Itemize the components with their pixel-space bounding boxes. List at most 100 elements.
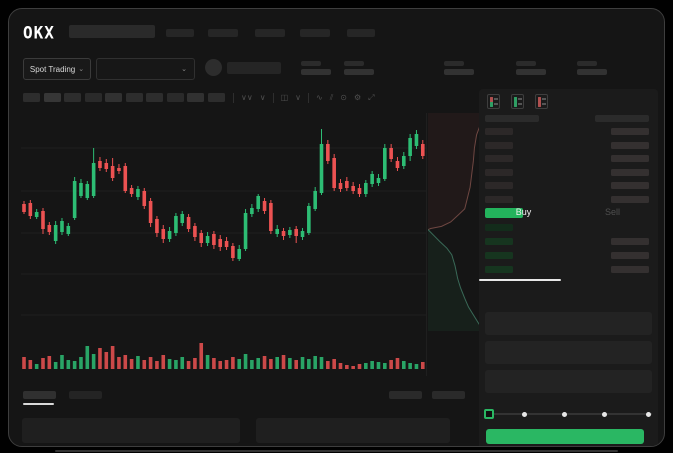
book-price-skeleton	[485, 128, 513, 135]
slider-stop[interactable]	[645, 411, 651, 417]
book-size-skeleton	[611, 168, 649, 176]
toolbar-divider	[308, 92, 309, 103]
book-price-skeleton	[485, 208, 523, 218]
toolbar-chip[interactable]	[23, 93, 40, 102]
slider-stop[interactable]	[561, 411, 567, 417]
book-price-skeleton	[485, 252, 513, 259]
nav-item-skeleton[interactable]	[208, 29, 238, 37]
orders-panel-skeleton	[22, 418, 240, 443]
total-input-skeleton[interactable]	[485, 370, 652, 393]
market-type-selector[interactable]: Spot Trading ⌄	[23, 58, 91, 80]
tab-sell[interactable]: Sell	[604, 207, 620, 217]
tab-buy[interactable]: Buy	[515, 207, 532, 217]
book-size-skeleton	[611, 155, 649, 162]
orderbook-ask-row[interactable]	[479, 195, 658, 208]
device-base	[55, 450, 618, 452]
book-price-skeleton	[485, 155, 513, 162]
nav-item-skeleton[interactable]	[347, 29, 375, 37]
app-window: OKX Spot Trading ⌄ ⌄	[8, 8, 665, 447]
orderbook-ask-row[interactable]	[479, 141, 658, 154]
book-size-skeleton	[611, 266, 649, 273]
book-price-skeleton	[485, 168, 513, 176]
bottom-action-skeleton[interactable]	[389, 391, 422, 399]
candlestick-chart[interactable]	[21, 113, 427, 376]
candle-style-chevron-icon[interactable]: ∨	[295, 93, 301, 102]
book-col-header-skeleton	[485, 115, 539, 122]
toolbar-chip[interactable]	[207, 93, 225, 102]
settings-icon[interactable]: ⚙	[353, 93, 362, 102]
pair-name-skeleton	[227, 62, 281, 74]
pair-avatar	[205, 59, 222, 76]
book-price-skeleton	[485, 238, 513, 245]
nav-item-skeleton[interactable]	[300, 29, 330, 37]
toolbar-chip[interactable]	[166, 93, 184, 102]
nav-item-skeleton[interactable]	[255, 29, 285, 37]
right-panel: Buy Sell	[479, 89, 658, 446]
orderbook-bid-row[interactable]	[479, 224, 658, 236]
book-size-skeleton	[611, 238, 649, 245]
stat-value-skeleton	[516, 69, 546, 75]
orderbook-ask-row[interactable]	[479, 128, 658, 140]
buy-submit-button[interactable]	[486, 429, 644, 444]
book-size-skeleton	[611, 195, 649, 203]
camera-icon[interactable]: ⊙	[340, 93, 347, 102]
toolbar-chip[interactable]	[43, 93, 61, 102]
orderbook-last-price-row[interactable]	[479, 208, 658, 220]
toolbar-chip[interactable]	[64, 93, 81, 102]
toolbar-chip[interactable]	[105, 93, 122, 102]
pair-selector[interactable]: ⌄	[96, 58, 195, 80]
okx-logo[interactable]: OKX	[23, 22, 55, 43]
interval-chevrons-icon[interactable]: ∨∨	[241, 93, 253, 102]
orderbook-ask-row[interactable]	[479, 182, 658, 194]
book-price-skeleton	[485, 182, 513, 189]
fullscreen-icon[interactable]: ⤢	[368, 92, 375, 102]
stat-label-skeleton	[301, 61, 321, 66]
orderbook-bid-row[interactable]	[479, 238, 658, 250]
amount-slider[interactable]	[479, 406, 658, 422]
line-tool-icon[interactable]: ∿	[316, 93, 323, 102]
book-both-view-icon[interactable]	[487, 94, 500, 109]
book-price-skeleton	[485, 195, 513, 203]
candle-style-icon[interactable]: ◫	[280, 93, 289, 102]
orderbook-bid-row[interactable]	[479, 252, 658, 264]
depth-chart-canvas	[428, 113, 482, 331]
nav-item-skeleton[interactable]	[166, 29, 194, 37]
toolbar-chip[interactable]	[125, 93, 143, 102]
orderbook-ask-row[interactable]	[479, 168, 658, 181]
book-price-skeleton	[485, 266, 513, 273]
price-input-skeleton[interactable]	[485, 312, 652, 335]
book-bids-view-icon[interactable]	[511, 94, 524, 109]
interval-dropdown-icon[interactable]: ∨	[259, 93, 266, 102]
stat-label-skeleton	[516, 61, 536, 66]
book-asks-view-icon[interactable]	[535, 94, 548, 109]
indicators-icon[interactable]: ⫽	[329, 92, 334, 102]
bottom-action-skeleton[interactable]	[432, 391, 465, 399]
stat-label-skeleton	[577, 61, 597, 66]
bottom-tab-active-skeleton[interactable]	[23, 391, 56, 399]
slider-stop[interactable]	[521, 411, 527, 417]
amount-input-skeleton[interactable]	[485, 341, 652, 364]
market-type-label: Spot Trading	[29, 64, 76, 74]
toolbar-divider	[233, 92, 234, 103]
toolbar-chip[interactable]	[146, 93, 163, 102]
depth-chart[interactable]	[428, 113, 482, 331]
chevron-down-icon: ⌄	[181, 66, 187, 73]
chevron-down-icon: ⌄	[78, 66, 85, 73]
candlestick-chart-canvas	[21, 129, 426, 369]
stat-value-skeleton	[444, 69, 474, 75]
stat-label-skeleton	[444, 61, 464, 66]
search-input[interactable]	[69, 25, 155, 38]
slider-handle[interactable]	[484, 409, 494, 419]
slider-stop[interactable]	[601, 411, 607, 417]
orderbook-ask-row[interactable]	[479, 155, 658, 167]
orderbook-bid-row[interactable]	[479, 266, 658, 278]
toolbar-chip[interactable]	[187, 93, 204, 102]
bottom-tab-skeleton[interactable]	[69, 391, 102, 399]
book-price-skeleton	[485, 224, 513, 231]
slider-track[interactable]	[489, 413, 652, 415]
book-size-skeleton	[611, 252, 649, 259]
stat-value-skeleton	[577, 69, 607, 75]
toolbar-chip[interactable]	[84, 93, 102, 102]
chart-toolbar-icons: ∨∨ ∨ ◫ ∨ ∿ ⫽ ⊙ ⚙ ⤢	[233, 91, 375, 104]
